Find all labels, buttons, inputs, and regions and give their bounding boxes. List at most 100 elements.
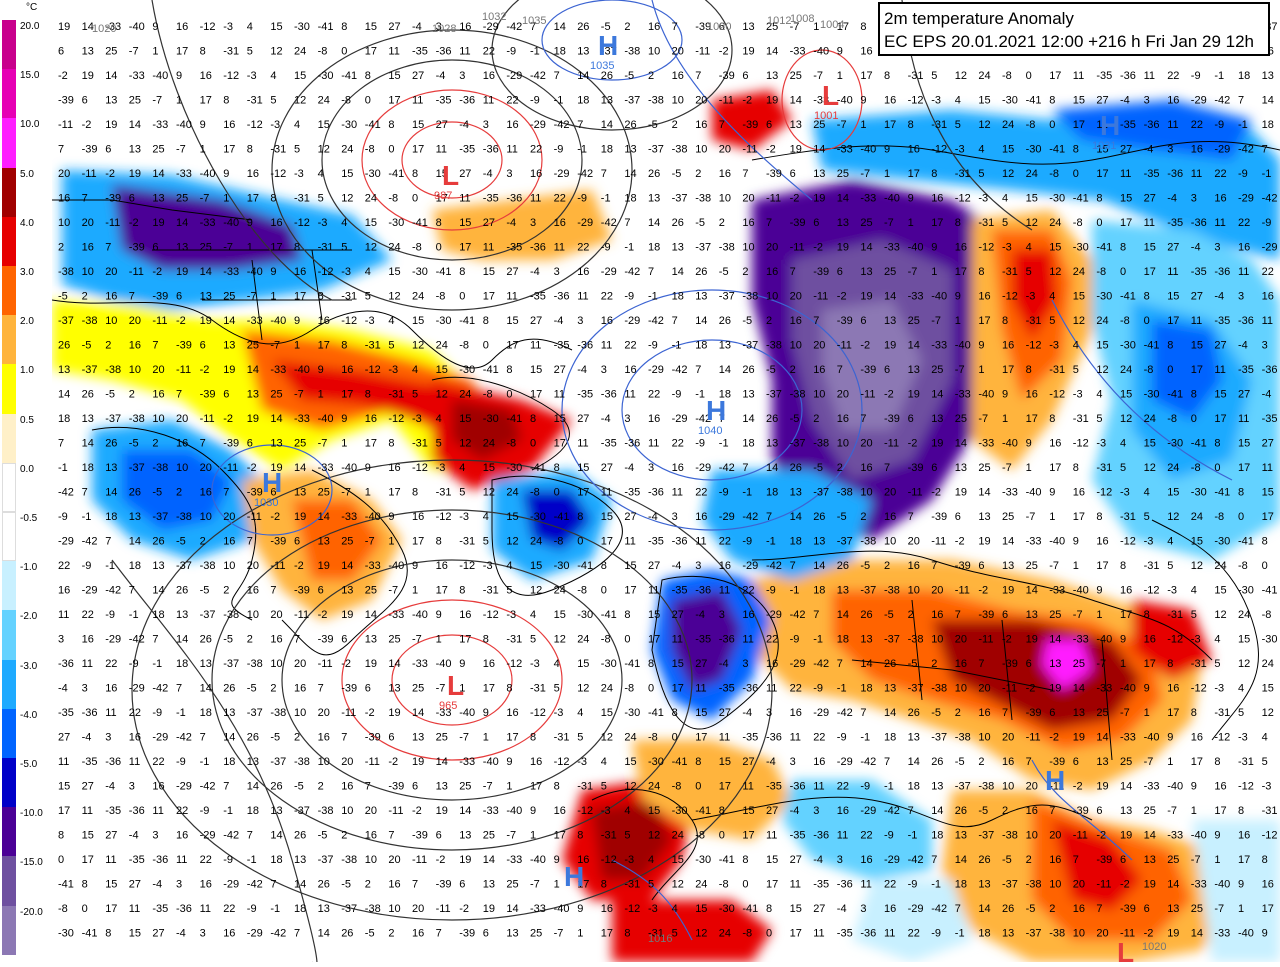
anomaly-value: -37 [176,560,192,572]
anomaly-value: -40 [176,119,192,131]
isobar-label: 1012 [767,15,791,27]
anomaly-value: -1 [601,193,611,205]
anomaly-value: -4 [1238,340,1248,352]
anomaly-value: 15 [1026,193,1038,205]
anomaly-value: -36 [176,903,192,915]
anomaly-value: 15 [82,830,94,842]
anomaly-value: -4 [1214,291,1224,303]
anomaly-value: 13 [223,707,235,719]
anomaly-value: 14 [695,315,707,327]
anomaly-value: 3 [152,830,158,842]
anomaly-value: 25 [318,487,330,499]
anomaly-value: 17 [1238,854,1250,866]
anomaly-value: -40 [860,144,876,156]
anomaly-value: 6 [1096,805,1102,817]
anomaly-value: -37 [1002,879,1018,891]
anomaly-value: 15 [1002,144,1014,156]
anomaly-value: 16 [978,291,990,303]
anomaly-value: -31 [624,879,640,891]
anomaly-value: -5 [294,781,304,793]
anomaly-value: -1 [82,511,92,523]
anomaly-value: 12 [1214,609,1226,621]
anomaly-value: 14 [412,707,424,719]
anomaly-value: -38 [931,683,947,695]
anomaly-value: -41 [483,364,499,376]
anomaly-value: 20 [294,658,306,670]
anomaly-value: 2 [766,315,772,327]
anomaly-value: -12 [506,658,522,670]
anomaly-value: -12 [577,805,593,817]
anomaly-value: 1 [459,683,465,695]
pressure-value-label: 1040 [698,425,722,437]
isobar-label: 1020 [1142,941,1166,953]
anomaly-value: -3 [1214,683,1224,695]
anomaly-value: 15 [365,21,377,33]
legend-swatch [2,216,16,266]
anomaly-value: -37 [200,609,216,621]
anomaly-value: 20 [908,536,920,548]
anomaly-value: -35 [554,340,570,352]
anomaly-value: 7 [1026,756,1032,768]
anomaly-value: 27 [577,413,589,425]
anomaly-value: -7 [483,781,493,793]
anomaly-value: 16 [270,634,282,646]
anomaly-value: 27 [105,830,117,842]
anomaly-value: 11 [58,756,69,768]
anomaly-value: 25 [1096,707,1108,719]
anomaly-value: 19 [200,315,212,327]
anomaly-value: 14 [955,854,967,866]
anomaly-value: -9 [790,634,800,646]
anomaly-value: 14 [648,217,660,229]
anomaly-value: -35 [1144,168,1160,180]
anomaly-value: -33 [1096,683,1112,695]
anomaly-value: -3 [978,193,988,205]
anomaly-value: 17 [1238,462,1250,474]
anomaly-value: 4 [648,854,654,866]
anomaly-value: -40 [318,413,334,425]
anomaly-value: -1 [955,928,965,940]
anomaly-value: -42 [82,536,98,548]
anomaly-value: -35 [648,536,664,548]
anomaly-value: -33 [483,805,499,817]
anomaly-value: -42 [176,732,192,744]
anomaly-value: 6 [790,168,796,180]
anomaly-value: 3 [129,781,135,793]
anomaly-value: 5 [436,438,442,450]
anomaly-value: 8 [483,315,489,327]
anomaly-value: -39 [294,585,310,597]
anomaly-value: 16 [931,609,943,621]
anomaly-value: -33 [412,658,428,670]
isobar-label: 1035 [522,15,546,27]
anomaly-value: 11 [695,536,706,548]
anomaly-value: -36 [648,487,664,499]
anomaly-value: 15 [624,756,636,768]
isobars [111,0,1233,967]
anomaly-value: 7 [530,21,536,33]
anomaly-value: 3 [719,609,725,621]
anomaly-value: -31 [601,830,617,842]
anomaly-value: 14 [318,928,330,940]
anomaly-value: 14 [860,242,872,254]
anomaly-value: 16 [200,70,212,82]
anomaly-value: -2 [388,756,398,768]
anomaly-value: -8 [1144,364,1154,376]
anomaly-value: 16 [388,462,400,474]
anomaly-value: 12 [1002,168,1014,180]
anomaly-value: -39 [790,217,806,229]
anomaly-value: 11 [1262,315,1273,327]
anomaly-value: 18 [176,658,188,670]
anomaly-value: -7 [341,487,351,499]
anomaly-value: 27 [129,879,141,891]
anomaly-value: 22 [129,707,141,719]
anomaly-value: 0 [1144,315,1150,327]
anomaly-value: 17 [388,487,400,499]
anomaly-value: -4 [176,928,186,940]
anomaly-value: 15 [1238,634,1250,646]
anomaly-value: 2 [860,511,866,523]
anomaly-value: 12 [483,487,495,499]
anomaly-value: 1 [176,95,182,107]
anomaly-value: -8 [459,340,469,352]
anomaly-value: 2 [129,389,135,401]
anomaly-value: -36 [742,683,758,695]
anomaly-value: 10 [719,193,731,205]
